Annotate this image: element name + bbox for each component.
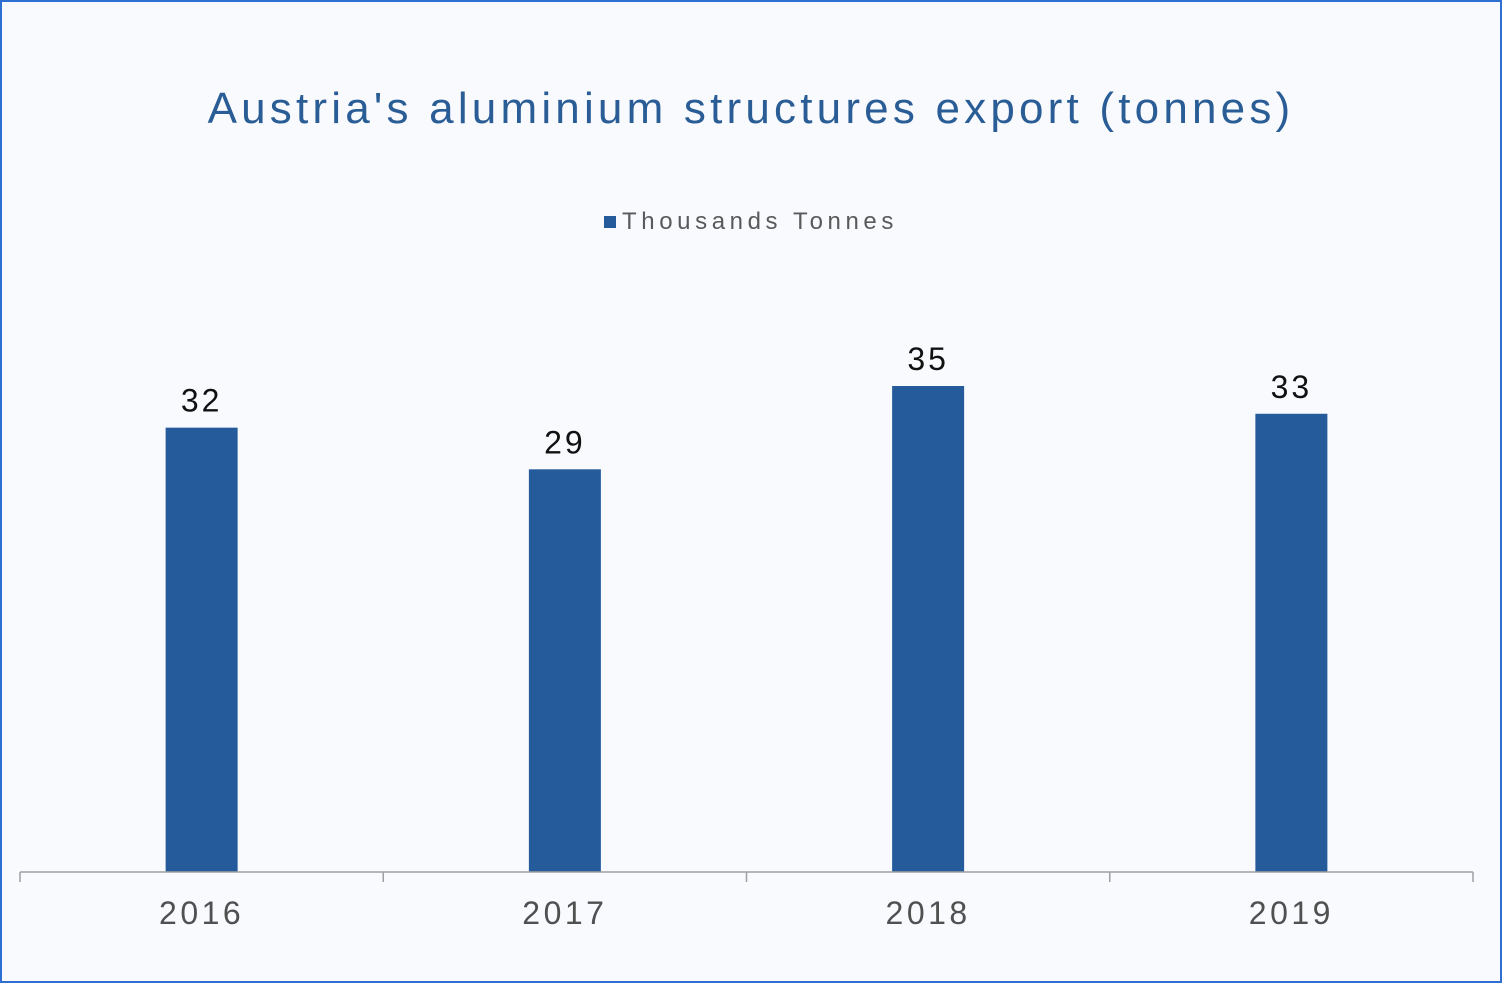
data-label-2018: 35 — [907, 341, 949, 377]
x-tick-label-2016: 2016 — [159, 895, 244, 931]
legend-swatch — [604, 216, 616, 228]
legend: Thousands Tonnes — [2, 208, 1500, 236]
x-tick-label-2019: 2019 — [1249, 895, 1334, 931]
data-label-2017: 29 — [544, 424, 586, 460]
chart-title: Austria's aluminium structures export (t… — [207, 84, 1295, 133]
bar-2018 — [892, 386, 965, 872]
x-tick-label-2017: 2017 — [522, 895, 607, 931]
bar-2016 — [165, 427, 238, 872]
bar-2017 — [528, 469, 601, 872]
bar-2019 — [1255, 413, 1328, 872]
data-label-2016: 32 — [181, 383, 223, 419]
x-tick-label-2018: 2018 — [886, 895, 971, 931]
legend-label: Thousands Tonnes — [622, 208, 898, 235]
data-label-2019: 33 — [1271, 369, 1313, 405]
